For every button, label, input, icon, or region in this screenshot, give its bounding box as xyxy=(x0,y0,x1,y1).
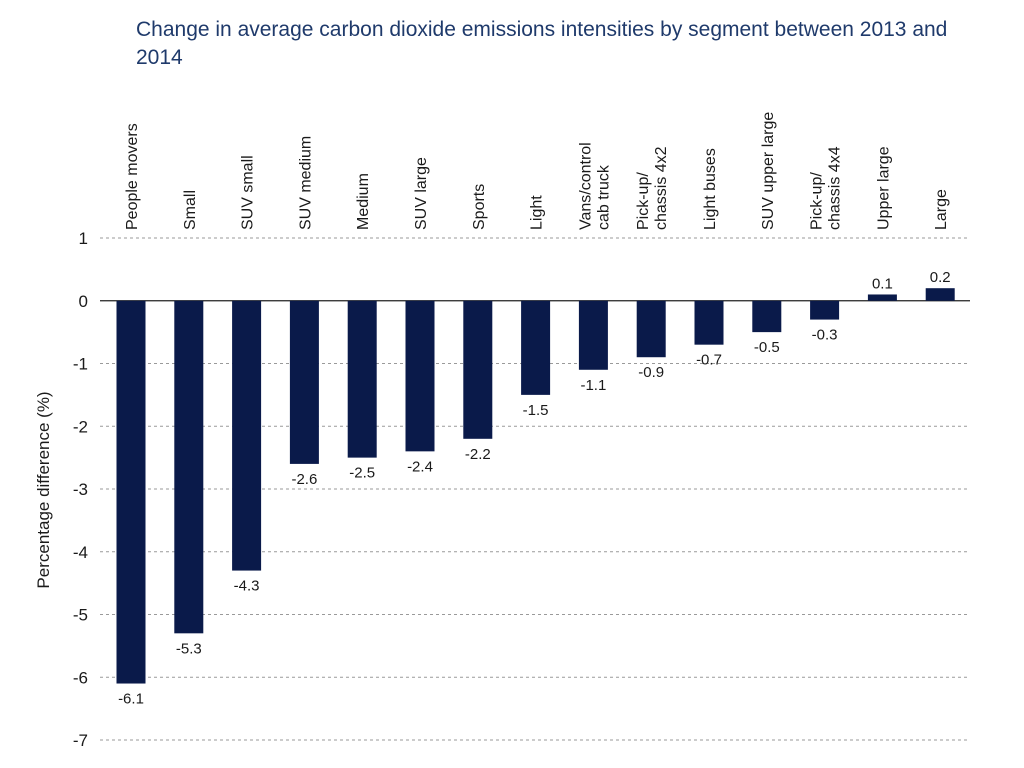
category-label-line: Upper large xyxy=(875,146,892,230)
y-tick-label: -1 xyxy=(73,355,88,374)
category-label: Medium xyxy=(355,173,372,230)
category-label: Pick-up/chassis 4x4 xyxy=(809,146,844,230)
category-label: Vans/control cab truck xyxy=(577,142,612,230)
bar xyxy=(232,300,262,571)
bar xyxy=(578,300,608,370)
bar xyxy=(463,300,493,439)
bar xyxy=(694,300,724,345)
category-label-line: SUV small xyxy=(240,155,257,230)
bar xyxy=(405,300,435,452)
y-tick-label: 0 xyxy=(79,292,88,311)
bar xyxy=(752,300,782,333)
data-label: -2.2 xyxy=(465,446,491,463)
category-label-line: People movers xyxy=(124,123,141,230)
bar xyxy=(810,300,840,320)
data-label: 0.1 xyxy=(872,275,893,292)
y-tick-label: 1 xyxy=(79,229,88,248)
category-label: Small xyxy=(182,190,199,230)
data-labels: -6.1 -5.3 -4.3 -2.6 -2.5 -2.4 -2.2 -1.5 -1.1 -0.9… xyxy=(118,269,951,707)
data-label: -0.5 xyxy=(754,339,780,356)
data-label: -1.1 xyxy=(580,377,606,394)
category-label-line: Pick-up/ xyxy=(809,172,826,230)
category-label-line: SUV large xyxy=(413,157,430,230)
data-label: -2.5 xyxy=(349,465,375,482)
category-labels: People movers Small SUV small SUV medium Med… xyxy=(124,112,950,230)
y-axis-ticks: 1 0 -1 -2 -3 -4 -5 -6 -7 xyxy=(73,229,88,750)
category-label: People movers xyxy=(124,123,141,230)
data-label: -2.4 xyxy=(407,458,433,475)
category-label-line: Large xyxy=(933,189,950,230)
y-tick-label: -4 xyxy=(73,543,88,562)
bar xyxy=(867,294,897,301)
bar xyxy=(521,300,551,395)
category-label: Large xyxy=(933,189,950,230)
category-label: Light buses xyxy=(702,148,719,230)
category-label: Sports xyxy=(471,184,488,230)
category-label-line: Light buses xyxy=(702,148,719,230)
y-tick-label: -7 xyxy=(73,731,88,750)
category-label-line: chassis 4x4 xyxy=(827,146,844,230)
y-axis-title: Percentage difference (%) xyxy=(34,391,53,588)
category-label: Light xyxy=(529,195,546,230)
category-label-line: Sports xyxy=(471,184,488,230)
category-label-line: Light xyxy=(529,195,546,230)
data-label: -5.3 xyxy=(176,640,202,657)
data-label: -4.3 xyxy=(234,578,260,595)
category-label-line: Pick-up/ xyxy=(635,172,652,230)
category-label: SUV upper large xyxy=(760,112,777,230)
data-label: -1.5 xyxy=(523,402,549,419)
category-label: Pick-up/chassis 4x2 xyxy=(635,146,670,230)
bar xyxy=(347,300,377,458)
y-tick-label: -6 xyxy=(73,668,88,687)
bar xyxy=(289,300,319,464)
category-label-line: SUV upper large xyxy=(760,112,777,230)
y-tick-label: -3 xyxy=(73,480,88,499)
category-label-line: Vans/control xyxy=(577,142,594,230)
data-label: -0.9 xyxy=(638,364,664,381)
bar xyxy=(116,300,146,684)
bar xyxy=(174,300,204,634)
chart-title: Change in average carbon dioxide emissio… xyxy=(136,18,948,69)
bars xyxy=(116,288,955,684)
category-label: SUV large xyxy=(413,157,430,230)
bar xyxy=(925,288,955,301)
y-tick-label: -5 xyxy=(73,606,88,625)
data-label: 0.2 xyxy=(930,269,951,286)
data-label: -2.6 xyxy=(291,471,317,488)
category-label-line: Medium xyxy=(355,173,372,230)
category-label-line: Small xyxy=(182,190,199,230)
category-label: Upper large xyxy=(875,146,892,230)
category-label-line: SUV medium xyxy=(297,136,314,230)
category-label-line: chassis 4x2 xyxy=(653,146,670,230)
data-label: -0.7 xyxy=(696,352,722,369)
y-tick-label: -2 xyxy=(73,417,88,436)
bar xyxy=(636,300,666,358)
category-label: SUV medium xyxy=(297,136,314,230)
data-label: -6.1 xyxy=(118,691,144,708)
data-label: -0.3 xyxy=(812,327,838,344)
category-label-line: cab truck xyxy=(595,164,612,230)
category-label: SUV small xyxy=(240,155,257,230)
